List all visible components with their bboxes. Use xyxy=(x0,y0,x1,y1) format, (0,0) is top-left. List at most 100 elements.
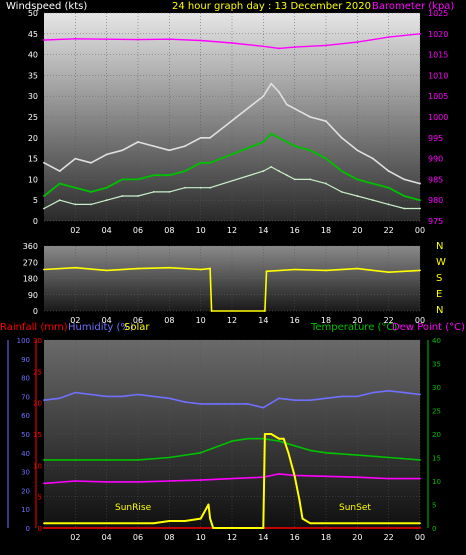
temp-tick-label: 20 xyxy=(432,431,441,439)
gust-series-point xyxy=(105,153,108,156)
gust-series-point xyxy=(403,178,406,181)
humidity-tick-label: 60 xyxy=(21,412,30,420)
baro-tick-label: 985 xyxy=(428,175,443,184)
direction-tick-label: 180 xyxy=(23,275,38,284)
solar-series-point xyxy=(356,522,359,525)
rain-tick-label: 0 xyxy=(38,525,42,533)
humidity-tick-label: 100 xyxy=(17,337,30,345)
solar-series-point xyxy=(137,522,139,525)
sunrise-label: SunRise xyxy=(115,503,152,513)
temperature-series-point xyxy=(168,456,171,459)
temperature-series-point xyxy=(43,458,45,461)
x-tick-label: 14 xyxy=(258,533,268,542)
wind-tick-label: 25 xyxy=(28,113,38,122)
humidity-series-point xyxy=(215,403,218,405)
direction-series-point xyxy=(387,271,390,274)
temperature-series-point xyxy=(419,458,421,461)
temperature-series-point xyxy=(262,437,265,440)
rain-tick-label: 10 xyxy=(33,462,42,470)
direction-series-point xyxy=(293,268,296,271)
direction-tick-label: 90 xyxy=(28,291,38,300)
temp-tick-label: 35 xyxy=(432,361,441,369)
temperature-series xyxy=(44,437,421,461)
avg-wind-series-point xyxy=(356,178,359,181)
wind-low-series-point xyxy=(121,195,124,197)
temp-tick-label: 10 xyxy=(432,478,441,486)
x-tick-label: 16 xyxy=(290,533,300,542)
solar-series-point xyxy=(209,517,211,520)
baro-tick-label: 1010 xyxy=(428,71,448,80)
gust-series-point xyxy=(90,161,92,164)
temp-tick-label: 25 xyxy=(432,408,441,416)
direction-series-point xyxy=(265,270,268,273)
x-tick-label: 20 xyxy=(352,226,362,235)
avg-wind-series-point xyxy=(309,149,312,152)
humidity-series-point xyxy=(356,395,359,398)
wind-low-series-point xyxy=(199,186,202,189)
humidity-series-point xyxy=(168,397,171,400)
solar-series-point xyxy=(152,522,155,525)
wind-tick-label: 45 xyxy=(28,30,38,39)
humidity-series-point xyxy=(309,399,312,402)
barometer-series-point xyxy=(199,39,202,42)
rain-tick-label: 20 xyxy=(33,400,42,408)
wind-low-series-point xyxy=(262,170,265,172)
avg-wind-series-point xyxy=(152,174,155,177)
solar-series-point xyxy=(287,451,290,454)
temperature-axis-label: Temperature (°C) xyxy=(310,322,397,333)
x-tick-label: 10 xyxy=(196,226,206,235)
baro-tick-label: 995 xyxy=(428,134,443,143)
barometer-series-point xyxy=(278,47,280,50)
barometer-axis-label: Barometer (kpa) xyxy=(372,1,454,12)
x-tick-label: 10 xyxy=(196,533,206,542)
humidity-tick-label: 70 xyxy=(21,393,30,401)
rainfall-series-point xyxy=(419,527,421,529)
temperature-series-point xyxy=(246,437,249,440)
gust-series-point xyxy=(43,161,45,164)
humidity-series-point xyxy=(278,397,280,400)
baro-tick-label: 990 xyxy=(428,155,443,164)
x-tick-label: 12 xyxy=(227,316,237,325)
x-tick-label: 06 xyxy=(133,533,143,542)
x-tick-label: 20 xyxy=(352,533,362,542)
humidity-tick-label: 10 xyxy=(21,506,30,514)
dewpoint-series-point xyxy=(74,480,77,482)
solar-series-point xyxy=(184,520,186,522)
compass-s: S xyxy=(436,273,442,284)
gust-series-point xyxy=(168,149,171,152)
barometer-series-point xyxy=(74,37,77,40)
direction-series-point xyxy=(199,268,202,271)
baro-tick-label: 1015 xyxy=(428,51,448,60)
barometer-series-point xyxy=(231,42,233,44)
solar-series-point xyxy=(168,520,171,522)
dewpoint-series-point xyxy=(43,482,45,485)
x-tick-label: 04 xyxy=(102,226,112,235)
direction-series-point xyxy=(325,269,327,272)
gust-series-point xyxy=(356,149,359,152)
direction-series-point xyxy=(264,310,266,312)
dewpoint-series-point xyxy=(168,480,171,482)
temperature-series-point xyxy=(199,451,202,454)
humidity-series-point xyxy=(58,397,61,400)
dewpoint-series-point xyxy=(231,477,233,480)
direction-series-point xyxy=(210,310,213,312)
wind-low-series-point xyxy=(152,190,155,193)
solar-series-point xyxy=(278,437,280,440)
baro-tick-label: 1025 xyxy=(428,9,448,18)
wind-tick-label: 0 xyxy=(33,217,38,226)
solar-series-point xyxy=(262,527,265,529)
solar-label: Solar xyxy=(124,322,150,333)
temp-tick-label: 30 xyxy=(432,384,441,392)
dewpoint-series-point xyxy=(137,481,139,483)
barometer-series-point xyxy=(325,44,327,47)
x-tick-label: 00 xyxy=(415,316,425,325)
x-tick-label: 22 xyxy=(384,316,394,325)
temperature-series-point xyxy=(293,444,296,447)
gust-series-point xyxy=(199,136,202,139)
gust-series-point xyxy=(372,157,374,160)
gust-series-point xyxy=(152,145,155,148)
avg-wind-series-point xyxy=(285,141,288,143)
humidity-tick-label: 50 xyxy=(21,431,30,439)
wind-tick-label: 20 xyxy=(28,134,38,143)
direction-tick-label: 0 xyxy=(33,307,38,316)
